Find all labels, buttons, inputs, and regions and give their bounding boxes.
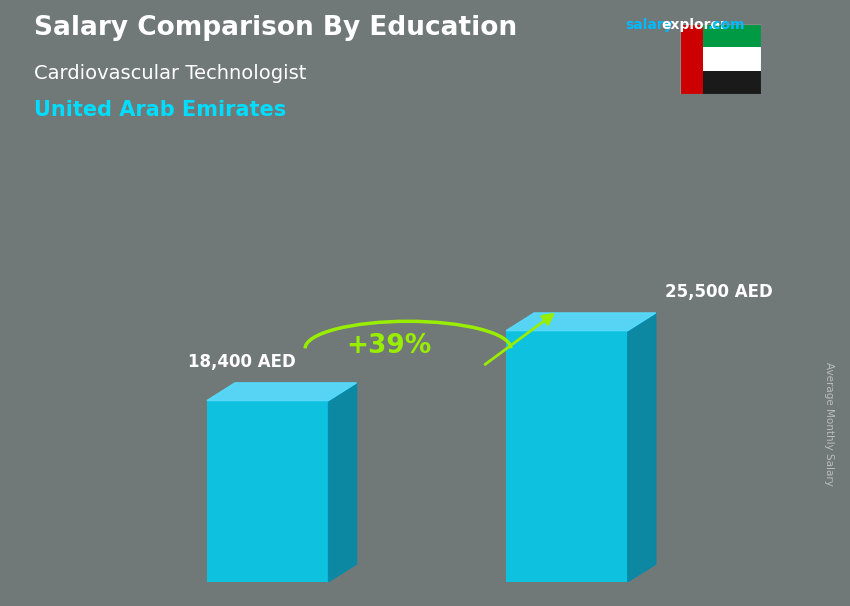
Text: United Arab Emirates: United Arab Emirates [34, 100, 286, 120]
Bar [680, 47, 761, 71]
Text: Cardiovascular Technologist: Cardiovascular Technologist [34, 64, 306, 82]
Text: Salary Comparison By Education: Salary Comparison By Education [34, 15, 517, 41]
Polygon shape [506, 313, 656, 331]
Text: +39%: +39% [347, 333, 432, 359]
Text: 25,500 AED: 25,500 AED [666, 283, 773, 301]
Bar [680, 24, 703, 94]
Text: 18,400 AED: 18,400 AED [188, 353, 296, 371]
Text: .com: .com [707, 18, 745, 32]
Polygon shape [207, 383, 356, 401]
Bar [207, 401, 328, 582]
Bar [506, 331, 627, 582]
Text: Average Monthly Salary: Average Monthly Salary [824, 362, 834, 486]
Text: explorer: explorer [661, 18, 728, 32]
Polygon shape [627, 313, 656, 582]
Bar [680, 24, 761, 47]
Bar [680, 71, 761, 94]
Polygon shape [328, 383, 356, 582]
Text: salary: salary [625, 18, 672, 32]
